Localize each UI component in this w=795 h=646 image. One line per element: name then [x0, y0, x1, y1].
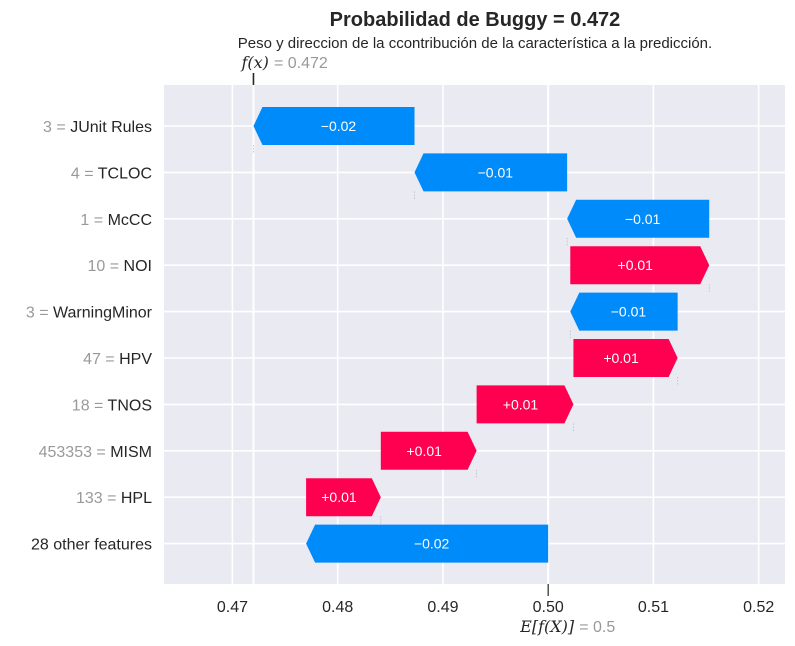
y-tick-label: 10 = NOI: [88, 258, 152, 275]
feature-name: TCLOC: [98, 165, 152, 182]
feature-bar: [573, 339, 678, 377]
annotations: f(x) = 0.472 E[f(X)] = 0.5: [240, 53, 615, 636]
x-tick-label: 0.49: [427, 599, 458, 616]
bars-layer: −0.02 −0.01 −0.01 +0.01 −0.01 +0.01 +0.01 +0.01…: [253, 107, 710, 563]
feature-value: 4 =: [71, 165, 98, 182]
x-axis: 0.47 0.48 0.49 0.50 0.51 0.52: [217, 599, 775, 616]
x-tick-label: 0.52: [743, 599, 774, 616]
x-tick-label: 0.48: [322, 599, 353, 616]
bar-value-label: −0.02: [414, 536, 450, 552]
y-tick-label: 47 = HPV: [83, 351, 152, 368]
feature-name: HPV: [119, 351, 152, 368]
efx-annotation: E[f(X)] = 0.5: [519, 617, 615, 636]
feature-value: 3 =: [26, 305, 53, 322]
feature-name: WarningMinor: [53, 305, 153, 322]
feature-bar: [306, 524, 549, 563]
bar-value-label: +0.01: [503, 396, 539, 412]
bar-value-label: +0.01: [603, 350, 639, 366]
y-tick-label: 3 = JUnit Rules: [43, 119, 152, 136]
feature-name: 28 other features: [31, 537, 152, 554]
feature-bar: [253, 107, 415, 145]
bar-value-label: −0.01: [478, 164, 514, 180]
feature-bar: [570, 246, 710, 285]
fx-annotation: f(x) = 0.472: [240, 53, 327, 72]
x-tick-label: 0.50: [533, 599, 564, 616]
chart-title: Probabilidad de Buggy = 0.472: [330, 9, 621, 31]
feature-bar: [567, 199, 710, 238]
feature-bar: [306, 478, 381, 517]
fx-label: f(x): [240, 53, 274, 72]
x-tick-label: 0.51: [638, 599, 669, 616]
efx-label: E[f(X)]: [519, 617, 579, 636]
feature-name: JUnit Rules: [70, 119, 152, 136]
feature-value: 47 =: [83, 351, 119, 368]
feature-name: TNOS: [108, 397, 152, 414]
feature-value: 133 =: [76, 490, 121, 507]
feature-bar: [476, 385, 574, 424]
feature-value: 3 =: [43, 119, 70, 136]
feature-bar: [414, 153, 568, 192]
bar-value-label: +0.01: [406, 443, 442, 459]
feature-value: 10 =: [88, 258, 124, 275]
feature-bar: [570, 292, 678, 331]
y-tick-label: 4 = TCLOC: [71, 165, 152, 182]
bar-value-label: +0.01: [321, 489, 357, 505]
feature-name: McCC: [108, 212, 152, 229]
bar-value-label: +0.01: [618, 257, 654, 273]
y-tick-label: 1 = McCC: [80, 212, 152, 229]
feature-value: 18 =: [72, 397, 108, 414]
x-tick-label: 0.47: [217, 599, 248, 616]
bar-value-label: −0.01: [625, 211, 661, 227]
fx-value: = 0.472: [274, 55, 328, 72]
y-axis-labels: 3 = JUnit Rules 4 = TCLOC 1 = McCC 10 = NOI…: [26, 119, 153, 554]
y-tick-label: 133 = HPL: [76, 490, 152, 507]
feature-name: MISM: [110, 444, 152, 461]
y-tick-label: 453353 = MISM: [39, 444, 152, 461]
feature-name: NOI: [124, 258, 152, 275]
feature-value: 1 =: [80, 212, 107, 229]
bar-value-label: −0.02: [321, 118, 357, 134]
feature-name: HPL: [121, 490, 152, 507]
bar-value-label: −0.01: [611, 304, 647, 320]
feature-bar: [380, 431, 477, 470]
y-tick-label: 3 = WarningMinor: [26, 305, 153, 322]
chart-subtitle: Peso y direccion de la ccontribución de …: [238, 35, 712, 52]
efx-value: = 0.5: [579, 619, 615, 636]
y-tick-label: 28 other features: [31, 537, 152, 554]
y-tick-label: 18 = TNOS: [72, 397, 152, 414]
feature-value: 453353 =: [39, 444, 111, 461]
